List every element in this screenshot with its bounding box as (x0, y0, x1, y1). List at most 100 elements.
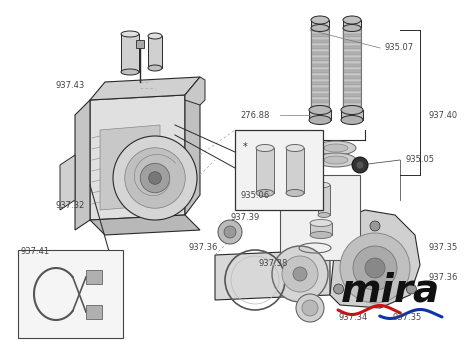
Ellipse shape (256, 145, 274, 152)
Text: 937.38: 937.38 (258, 259, 287, 267)
Bar (311, 94, 329, 97)
Bar (286, 148, 304, 193)
Text: 276.88: 276.88 (240, 111, 269, 119)
Text: 937.35: 937.35 (392, 314, 421, 322)
Bar (309, 110, 331, 120)
Bar (343, 34, 361, 37)
Bar (343, 82, 361, 85)
Bar (311, 67, 329, 70)
Circle shape (406, 284, 416, 294)
Polygon shape (60, 155, 75, 210)
Bar (343, 70, 361, 73)
Bar (256, 148, 274, 193)
Bar (343, 52, 361, 55)
Bar (311, 46, 329, 49)
Bar (343, 100, 361, 103)
Polygon shape (100, 125, 160, 210)
Circle shape (224, 226, 236, 238)
Circle shape (353, 246, 397, 290)
Bar (343, 88, 361, 91)
Text: *: * (243, 142, 248, 152)
Polygon shape (185, 77, 200, 215)
Ellipse shape (316, 141, 356, 155)
Ellipse shape (309, 105, 331, 114)
Text: 935.05: 935.05 (405, 155, 434, 164)
Ellipse shape (356, 161, 364, 169)
Circle shape (272, 246, 328, 302)
Text: 937.36: 937.36 (428, 273, 458, 282)
Ellipse shape (148, 33, 162, 39)
Bar (311, 31, 329, 34)
Bar (311, 55, 329, 58)
Bar (318, 185, 330, 215)
Bar (311, 79, 329, 82)
Bar (311, 85, 329, 88)
Bar (343, 91, 361, 94)
Circle shape (302, 300, 318, 316)
Polygon shape (330, 210, 420, 308)
Bar (18, 250, 123, 338)
Bar (341, 110, 363, 120)
Bar (311, 64, 329, 67)
Bar (280, 175, 360, 260)
Circle shape (293, 267, 307, 281)
Circle shape (370, 221, 380, 231)
Bar (121, 34, 139, 72)
Ellipse shape (309, 116, 331, 125)
Ellipse shape (341, 116, 363, 125)
Bar (311, 49, 329, 52)
Bar (343, 55, 361, 58)
Bar (86, 270, 102, 284)
Ellipse shape (324, 156, 348, 164)
Bar (311, 76, 329, 79)
Text: 937.34: 937.34 (338, 314, 367, 322)
Ellipse shape (343, 16, 361, 24)
Bar (311, 88, 329, 91)
Bar (343, 49, 361, 52)
Text: 937.43: 937.43 (55, 80, 84, 90)
Circle shape (113, 136, 197, 220)
Bar (343, 64, 361, 67)
Ellipse shape (324, 144, 348, 152)
Bar (343, 37, 361, 40)
Circle shape (282, 256, 318, 292)
Bar (343, 106, 361, 109)
Ellipse shape (121, 69, 139, 75)
Bar (311, 100, 329, 103)
Circle shape (340, 233, 410, 303)
Ellipse shape (316, 153, 356, 167)
Bar (343, 58, 361, 61)
Text: 937.32: 937.32 (55, 201, 84, 210)
Ellipse shape (286, 189, 304, 196)
Ellipse shape (310, 231, 332, 238)
Bar (311, 40, 329, 43)
Bar (310, 223, 332, 235)
Bar (311, 106, 329, 109)
Bar (311, 58, 329, 61)
Bar (311, 70, 329, 73)
Bar (343, 67, 361, 70)
Polygon shape (90, 95, 185, 220)
Ellipse shape (343, 25, 361, 32)
Ellipse shape (311, 16, 329, 24)
Bar (311, 91, 329, 94)
Ellipse shape (256, 189, 274, 196)
Bar (311, 103, 329, 106)
Bar (311, 61, 329, 64)
Bar (311, 52, 329, 55)
Bar (311, 34, 329, 37)
Circle shape (125, 148, 185, 208)
Bar (343, 46, 361, 49)
Bar (86, 305, 102, 319)
Polygon shape (90, 215, 200, 235)
Bar (311, 20, 329, 28)
Bar (148, 36, 162, 68)
Text: 937.40: 937.40 (428, 111, 457, 119)
Bar (343, 103, 361, 106)
Text: 935.07: 935.07 (384, 43, 413, 52)
Ellipse shape (341, 105, 363, 114)
Bar (343, 97, 361, 100)
Circle shape (149, 172, 161, 184)
Ellipse shape (310, 219, 332, 226)
Bar (343, 109, 361, 112)
